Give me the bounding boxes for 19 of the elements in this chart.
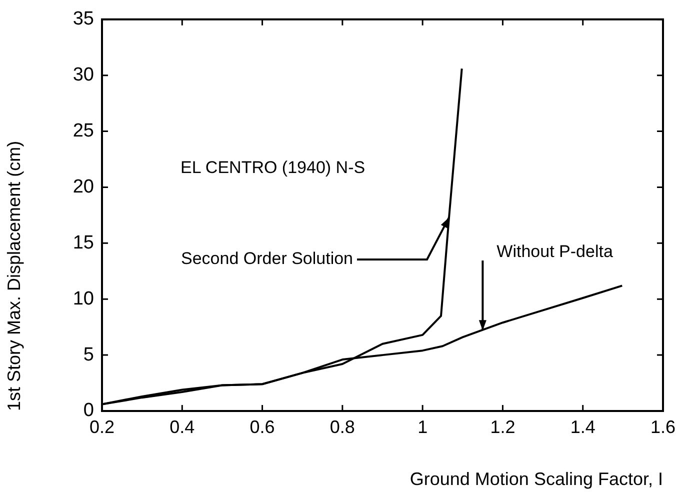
x-tick-label: 0.6 — [250, 416, 275, 437]
x-tick-label: 1.6 — [650, 416, 676, 437]
x-tick-label: 1.2 — [490, 416, 516, 437]
x-tick-label: 0.8 — [330, 416, 355, 437]
y-tick-label: 10 — [72, 288, 94, 310]
x-tick-label: 1 — [418, 416, 428, 437]
annotation: EL CENTRO (1940) N-S — [180, 158, 366, 177]
y-tick-label: 35 — [72, 8, 94, 30]
y-tick-label: 30 — [72, 64, 94, 86]
annotation: Without P-delta — [496, 242, 614, 262]
x-axis-title: Ground Motion Scaling Factor, I — [410, 469, 663, 490]
x-tick-label: 0.4 — [170, 416, 195, 437]
y-tick-label: 5 — [83, 344, 94, 366]
y-axis-title: 1st Story Max. Displacement (cm) — [4, 140, 24, 411]
y-tick-label: 15 — [72, 232, 94, 254]
y-tick-label: 20 — [72, 176, 94, 198]
y-tick-label: 25 — [72, 120, 94, 142]
x-tick-label: 1.4 — [570, 416, 596, 437]
annotation: Second Order Solution — [181, 249, 354, 268]
